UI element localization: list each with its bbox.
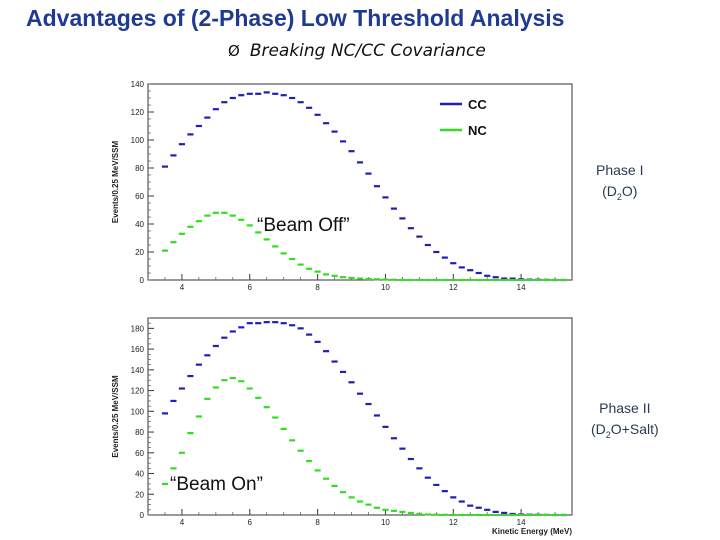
y-tick-label: 60 xyxy=(135,192,144,201)
legend-label-cc: CC xyxy=(468,97,487,112)
subtitle-bullet: Ø Breaking NC/CC Covariance xyxy=(228,41,486,61)
x-tick-label: 12 xyxy=(449,283,458,292)
slide-title: Advantages of (2-Phase) Low Threshold An… xyxy=(26,5,565,31)
x-tick-label: 4 xyxy=(180,518,185,527)
phase-2-chart: 0 20 40 60 80 100 120 140 160 180 4 6 8 10 12 14 Events/… xyxy=(111,317,573,536)
phase-2-medium: (D2O+Salt) xyxy=(591,421,659,440)
y-axis-label: Events/0.25 MeV/SSM xyxy=(111,141,120,224)
series-nc xyxy=(161,211,567,282)
y-tick-label: 40 xyxy=(135,220,144,229)
y-tick-label: 120 xyxy=(131,108,145,117)
y-tick-label: 0 xyxy=(140,511,145,520)
y-tick-label: 60 xyxy=(135,449,144,458)
y-tick-label: 20 xyxy=(135,248,144,257)
x-tick-label: 8 xyxy=(315,518,320,527)
arrow-bullet-icon: Ø xyxy=(228,42,240,60)
y-tick-label: 100 xyxy=(131,407,145,416)
y-tick-label: 0 xyxy=(140,276,145,285)
x-tick-label: 6 xyxy=(248,518,253,527)
x-tick-label: 14 xyxy=(517,283,526,292)
phase-1-title: Phase I xyxy=(596,162,644,178)
y-tick-label: 100 xyxy=(131,136,145,145)
beam-on-label: “Beam On” xyxy=(170,474,263,495)
y-tick-label: 140 xyxy=(131,80,145,89)
y-tick-label: 120 xyxy=(131,387,145,396)
x-tick-label: 10 xyxy=(381,283,390,292)
x-tick-label: 14 xyxy=(517,518,526,527)
series-nc xyxy=(161,377,567,517)
legend-label-nc: NC xyxy=(468,123,487,138)
phase-2-title: Phase II xyxy=(599,400,651,416)
x-tick-label: 6 xyxy=(248,283,253,292)
x-tick-label: 12 xyxy=(449,518,458,527)
y-tick-label: 80 xyxy=(135,428,144,437)
phase-1-medium: (D2O) xyxy=(602,183,638,202)
phase-1-chart: 0 20 40 60 80 100 120 140 4 6 8 10 12 14 Events/0.25 M… xyxy=(111,80,573,292)
y-tick-label: 40 xyxy=(135,470,144,479)
y-tick-label: 160 xyxy=(131,345,145,354)
x-axis-label: Kinetic Energy (MeV) xyxy=(492,527,572,536)
phase-2-label: Phase II (D2O+Salt) xyxy=(591,398,659,446)
x-tick-label: 10 xyxy=(381,518,390,527)
bullet-text: Breaking NC/CC Covariance xyxy=(249,41,486,61)
x-tick-label: 4 xyxy=(180,283,185,292)
y-tick-label: 140 xyxy=(131,366,145,375)
beam-off-label: “Beam Off” xyxy=(257,215,350,236)
phase-1-label: Phase I (D2O) xyxy=(596,160,643,208)
series-cc xyxy=(161,91,567,282)
y-tick-label: 20 xyxy=(135,490,144,499)
y-tick-label: 80 xyxy=(135,164,144,173)
plot-frame xyxy=(147,83,573,281)
x-tick-label: 8 xyxy=(315,283,320,292)
y-tick-label: 180 xyxy=(131,324,145,333)
y-axis-label: Events/0.25 MeV/SSM xyxy=(111,375,120,458)
